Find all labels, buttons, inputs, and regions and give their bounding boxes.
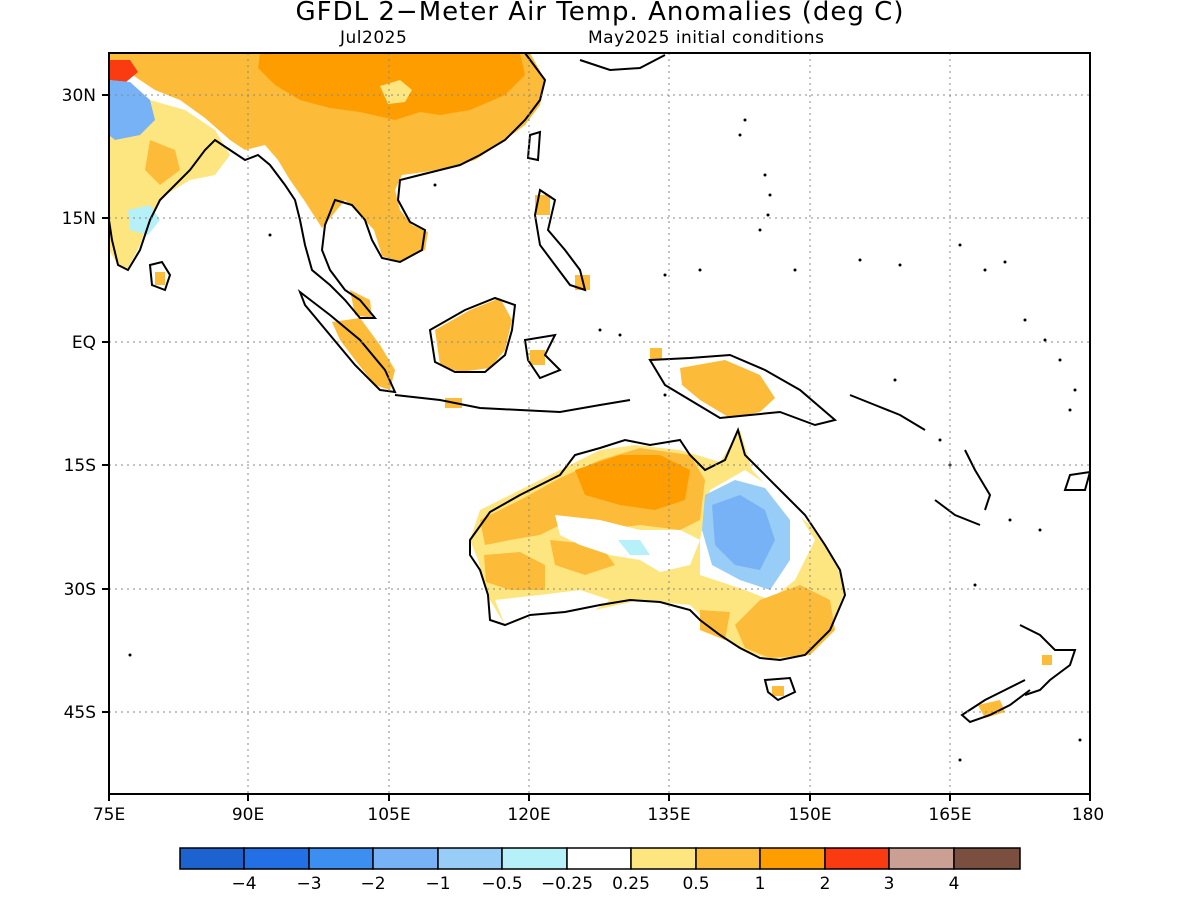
- colorbar-label: −0.25: [541, 874, 593, 894]
- colorbar-label: −1: [425, 874, 450, 894]
- lon-label: 75E: [93, 805, 125, 825]
- coast-solomons: [849, 394, 926, 431]
- lat-label: 45S: [64, 703, 96, 723]
- anomaly-philippines: [535, 195, 590, 290]
- colorbar-swatch: [243, 847, 310, 870]
- anomaly-india-blue: [109, 80, 155, 140]
- coast-borneo: [428, 296, 517, 373]
- coast-australia: [469, 427, 847, 662]
- anomaly-tibet-red: [109, 60, 138, 82]
- coast-taiwan: [526, 130, 542, 162]
- coast-java: [394, 394, 631, 414]
- coast-nz-north: [1019, 624, 1077, 696]
- colorbar-label: −3: [296, 874, 321, 894]
- lon-label: 135E: [647, 805, 690, 825]
- map-title: GFDL 2−Meter Air Temp. Anomalies (deg C): [295, 0, 905, 27]
- grid-lines: [109, 53, 1090, 794]
- colorbar-swatch: [759, 847, 826, 870]
- anomaly-new-guinea: [680, 360, 775, 418]
- lon-label: 150E: [788, 805, 831, 825]
- colorbar-label: 4: [949, 874, 960, 894]
- anomaly-borneo: [435, 298, 512, 372]
- coast-philippines: [533, 188, 587, 292]
- lat-label: 30S: [64, 580, 96, 600]
- colorbar-swatch: [437, 847, 503, 870]
- coast-fiji: [1063, 470, 1090, 491]
- anomaly-australia-strong: [575, 455, 690, 510]
- colorbar-swatch: [695, 847, 761, 870]
- colorbar-label: 0.25: [612, 874, 650, 894]
- anomaly-field: [109, 53, 1052, 718]
- anomaly-srilanka: [155, 272, 165, 285]
- coast-new-caledonia: [934, 499, 981, 526]
- anomaly-australia-se: [735, 585, 835, 658]
- coast-vanuatu: [964, 449, 992, 511]
- anomaly-china-hot: [380, 80, 412, 104]
- coast-asia: [109, 53, 547, 319]
- colorbar-swatch: [824, 847, 890, 870]
- coast-nz-south: [960, 679, 1031, 724]
- colorbar-label: 0.5: [682, 874, 709, 894]
- coast-sumatra: [297, 289, 397, 394]
- anomaly-australia-cyan: [618, 540, 650, 555]
- colorbar: −4 −3 −2 −1 −0.5 −0.25 0.25 0.5 1 2 3 4: [179, 847, 1021, 894]
- longitude-labels: 75E 90E 105E 120E 135E 150E 165E 180: [93, 805, 1104, 825]
- coast-srilanka: [148, 260, 172, 292]
- coast-tasmania: [763, 676, 797, 702]
- coast-japan: [579, 54, 666, 72]
- colorbar-swatch: [566, 847, 632, 870]
- map-frame: [108, 52, 1091, 795]
- lon-label: 180: [1072, 805, 1104, 825]
- colorbar-swatch: [372, 847, 439, 870]
- coast-new-guinea: [648, 353, 838, 427]
- anomaly-australia-blue: [712, 495, 775, 570]
- anomaly-sumatra: [332, 318, 395, 390]
- coast-sulawesi: [523, 333, 562, 380]
- anomaly-new-zealand: [978, 655, 1052, 718]
- anomaly-malaysia: [350, 290, 372, 318]
- anomaly-tasmania: [772, 686, 784, 696]
- anomaly-india-lightblue: [128, 205, 160, 235]
- colorbar-label: 2: [820, 874, 831, 894]
- lat-label: 30N: [62, 86, 96, 106]
- colorbar-swatch: [953, 847, 1021, 870]
- colorbar-swatch: [501, 847, 568, 870]
- colorbar-swatch: [179, 847, 245, 870]
- anomaly-australia-se2: [700, 610, 730, 640]
- colorbar-label: −4: [231, 874, 256, 894]
- lon-label: 105E: [367, 805, 410, 825]
- small-islands: [128, 118, 1082, 762]
- forecast-month: Jul2025: [340, 28, 408, 48]
- colorbar-label: 1: [755, 874, 766, 894]
- tick-marks: [102, 94, 1091, 801]
- colorbar-label: −2: [360, 874, 385, 894]
- anomaly-australia-neutral-s: [495, 590, 610, 625]
- lon-label: 165E: [928, 805, 971, 825]
- colorbar-label: 3: [884, 874, 895, 894]
- colorbar-swatch: [308, 847, 374, 870]
- lon-label: 120E: [507, 805, 550, 825]
- anomaly-australia-orange-w: [484, 540, 615, 590]
- anomaly-sulawesi: [530, 348, 662, 365]
- colorbar-label: −0.5: [481, 874, 522, 894]
- colorbar-swatch: [630, 847, 697, 870]
- latitude-labels: 30N 15N EQ 15S 30S 45S: [62, 86, 96, 723]
- colorbar-swatch: [888, 847, 955, 870]
- coastlines: [109, 53, 1090, 724]
- lat-label: EQ: [72, 333, 96, 353]
- lat-label: 15N: [62, 209, 96, 229]
- initial-conditions: May2025 initial conditions: [588, 28, 825, 48]
- lat-label: 15S: [64, 456, 96, 476]
- anomaly-india-orange: [145, 140, 180, 185]
- lon-label: 90E: [232, 805, 264, 825]
